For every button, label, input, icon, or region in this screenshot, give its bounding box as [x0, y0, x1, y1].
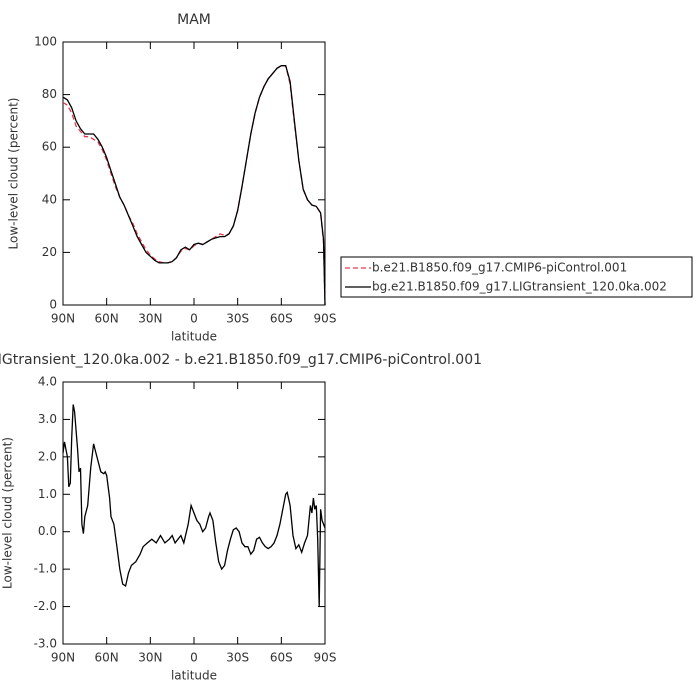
data-line	[62, 404, 326, 607]
x-tick-label: 30S	[226, 651, 249, 665]
y-tick-label: 60	[42, 140, 57, 154]
x-tick-label: 60S	[270, 651, 293, 665]
legend-label: bg.e21.B1850.f09_g17.LIGtransient_120.0k…	[372, 280, 667, 294]
y-tick-label: -3.0	[34, 637, 57, 651]
x-tick-label: 60N	[95, 312, 119, 326]
y-tick-label: 2.0	[38, 449, 57, 463]
y-tick-label: 0.0	[38, 524, 57, 538]
y-axis-label: Low-level cloud (percent)	[7, 98, 21, 250]
y-tick-label: 20	[42, 245, 57, 259]
y-tick-label: -2.0	[34, 599, 57, 613]
y-tick-label: 3.0	[38, 412, 57, 426]
x-tick-label: 30N	[138, 312, 162, 326]
y-tick-label: 40	[42, 192, 57, 206]
x-tick-label: 90N	[51, 651, 75, 665]
data-line	[62, 65, 326, 306]
data-line	[62, 65, 326, 306]
x-tick-label: 30N	[138, 651, 162, 665]
y-tick-label: 0	[49, 298, 57, 312]
x-tick-label: 60N	[95, 651, 119, 665]
x-tick-label: 60S	[270, 312, 293, 326]
x-tick-label: 90S	[314, 651, 337, 665]
x-tick-label: 90N	[51, 312, 75, 326]
chart-title: MAM	[177, 12, 211, 28]
y-axis-label: Low-level cloud (percent)	[1, 437, 15, 589]
x-axis-label: latitude	[171, 669, 217, 683]
y-tick-label: 80	[42, 87, 57, 101]
x-tick-label: 30S	[226, 312, 249, 326]
legend-label: b.e21.B1850.f09_g17.CMIP6-piControl.001	[372, 261, 627, 275]
x-tick-label: 0	[190, 651, 198, 665]
legend-box	[340, 256, 693, 298]
y-tick-label: -1.0	[34, 562, 57, 576]
x-tick-label: 90S	[314, 312, 337, 326]
y-tick-label: 100	[34, 35, 57, 49]
x-tick-label: 0	[190, 312, 198, 326]
y-tick-label: 4.0	[38, 375, 57, 389]
y-tick-label: 1.0	[38, 487, 57, 501]
plot-frame	[62, 41, 326, 306]
chart-title: LIGtransient_120.0ka.002 - b.e21.B1850.f…	[0, 352, 482, 368]
x-axis-label: latitude	[171, 330, 217, 344]
